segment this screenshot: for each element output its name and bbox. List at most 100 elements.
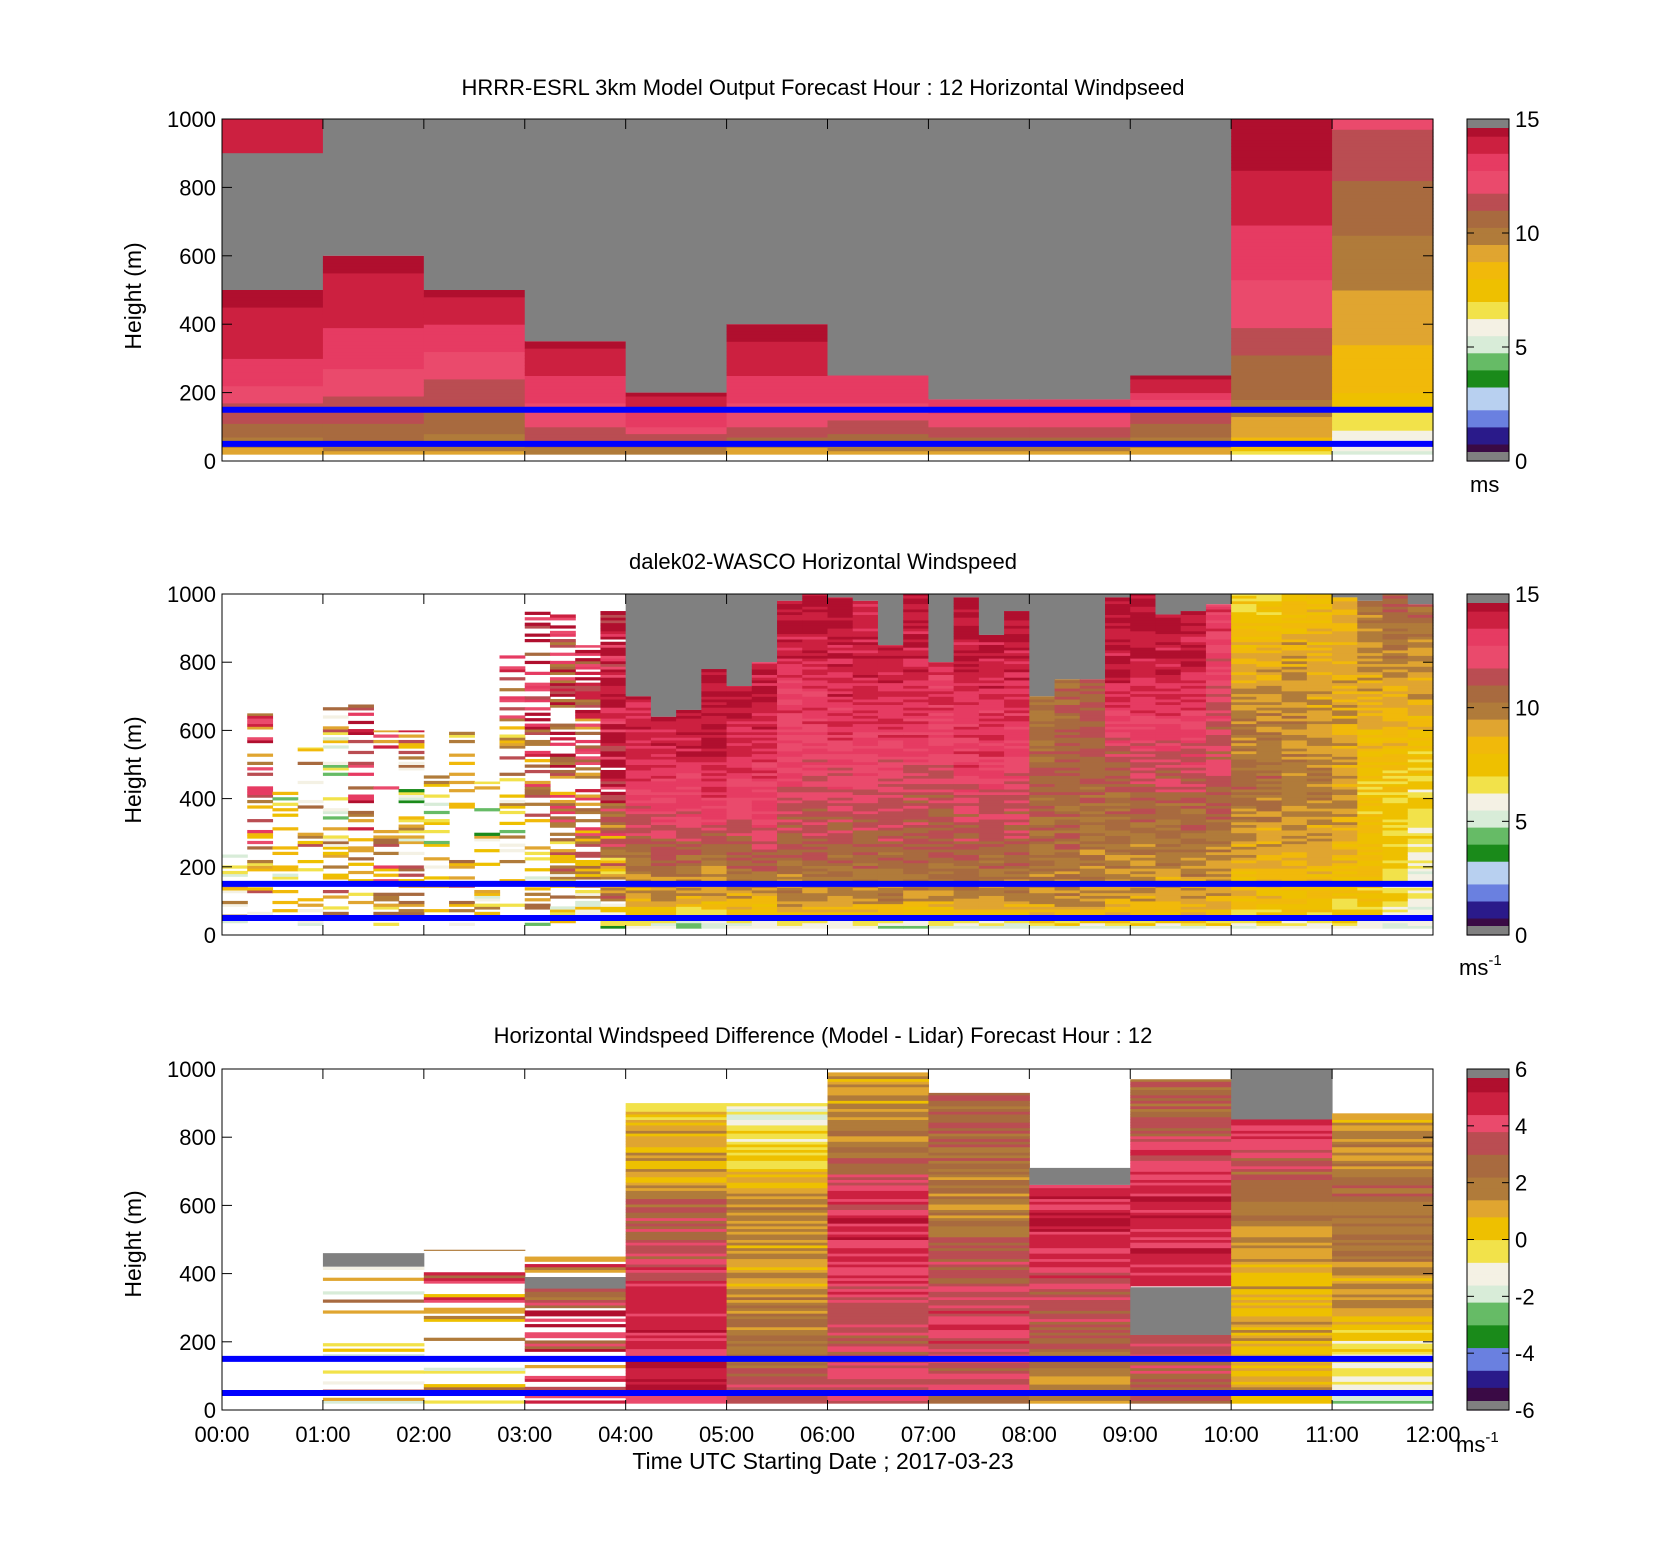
heatmap-cell	[802, 663, 829, 667]
heatmap-cell	[1332, 780, 1358, 785]
heatmap-cell	[1231, 835, 1257, 839]
heatmap-cell	[1205, 832, 1232, 836]
heatmap-cell	[549, 911, 576, 916]
heatmap-cell	[1357, 669, 1384, 673]
heatmap-cell	[1079, 857, 1106, 861]
heatmap-cell	[1231, 160, 1333, 164]
heatmap-cell	[524, 794, 551, 798]
heatmap-cell	[802, 636, 829, 640]
heatmap-cell	[348, 892, 374, 896]
heatmap-cell	[1004, 786, 1030, 790]
heatmap-cell	[726, 862, 753, 866]
heatmap-cell	[297, 909, 324, 913]
heatmap-cell	[1281, 827, 1308, 831]
heatmap-cell	[373, 786, 400, 790]
heatmap-cell	[1407, 797, 1434, 801]
heatmap-cell	[1231, 658, 1257, 662]
heatmap-cell	[1332, 895, 1358, 899]
heatmap-cell	[676, 723, 702, 727]
heatmap-cell	[423, 324, 526, 329]
heatmap-cell	[625, 846, 652, 850]
heatmap-cell	[1407, 775, 1434, 779]
heatmap-cell	[524, 1332, 627, 1336]
heatmap-cell	[903, 723, 930, 727]
heatmap-cell	[1231, 739, 1257, 744]
heatmap-cell	[625, 898, 652, 902]
heatmap-cell	[1357, 772, 1384, 776]
heatmap-cell	[449, 761, 475, 765]
heatmap-cell	[1205, 628, 1232, 632]
heatmap-cell	[423, 783, 450, 787]
heatmap-cell	[1205, 742, 1232, 746]
heatmap-cell	[852, 622, 879, 626]
heatmap-cell	[827, 707, 854, 711]
heatmap-cell	[1105, 887, 1131, 891]
heatmap-cell	[1231, 125, 1333, 130]
heatmap-cell	[600, 753, 627, 757]
heatmap-cell	[1105, 619, 1131, 624]
heatmap-cell	[322, 843, 349, 847]
heatmap-cell	[1205, 609, 1232, 613]
heatmap-cell	[600, 810, 627, 815]
heatmap-cell	[928, 423, 1030, 428]
heatmap-cell	[1407, 660, 1434, 665]
heatmap-cell	[1155, 709, 1182, 714]
heatmap-cell	[777, 603, 803, 607]
colorbar-segment	[1467, 438, 1509, 445]
heatmap-cell	[852, 666, 879, 670]
heatmap-cell	[575, 682, 602, 686]
heatmap-cell	[1357, 715, 1384, 719]
heatmap-cell	[1180, 639, 1207, 643]
heatmap-cell	[348, 879, 374, 883]
heatmap-cell	[802, 898, 829, 902]
heatmap-cell	[600, 622, 627, 626]
heatmap-cell	[1231, 187, 1333, 192]
heatmap-cell	[423, 450, 526, 455]
heatmap-cell	[1155, 925, 1182, 929]
heatmap-cell	[777, 895, 803, 899]
heatmap-cell	[827, 873, 854, 877]
heatmap-cell	[676, 829, 702, 834]
heatmap-cell	[1029, 447, 1131, 452]
heatmap-cell	[297, 832, 324, 836]
heatmap-cell	[600, 690, 627, 695]
heatmap-cell	[751, 780, 778, 785]
heatmap-cell	[676, 734, 702, 738]
heatmap-cell	[1382, 802, 1409, 806]
heatmap-cell	[1281, 696, 1308, 700]
heatmap-cell	[222, 372, 324, 376]
heatmap-cell	[1079, 802, 1106, 806]
colorbar-tick-label: 5	[1515, 809, 1527, 834]
missing-block	[625, 119, 728, 393]
heatmap-cell	[1231, 898, 1257, 902]
heatmap-cell	[1180, 723, 1207, 727]
heatmap-cell	[777, 633, 803, 637]
heatmap-cell	[625, 827, 652, 831]
heatmap-cell	[1180, 892, 1207, 896]
heatmap-cell	[524, 903, 551, 907]
heatmap-cell	[777, 778, 803, 782]
heatmap-cell	[953, 797, 980, 801]
heatmap-cell	[625, 416, 728, 421]
heatmap-cell	[1332, 898, 1358, 902]
heatmap-cell	[1105, 693, 1131, 697]
heatmap-cell	[1382, 625, 1409, 629]
heatmap-cell	[701, 759, 728, 763]
heatmap-cell	[549, 756, 576, 760]
heatmap-cell	[726, 824, 753, 828]
heatmap-cell	[222, 385, 324, 390]
missing-block	[524, 1277, 627, 1291]
heatmap-cell	[524, 887, 551, 891]
heatmap-cell	[1256, 603, 1283, 607]
heatmap-cell	[1105, 849, 1131, 853]
heatmap-cell	[953, 854, 980, 858]
heatmap-cell	[1231, 737, 1257, 741]
heatmap-cell	[1004, 849, 1030, 853]
heatmap-cell	[549, 701, 576, 705]
heatmap-cell	[1382, 813, 1409, 817]
heatmap-cell	[751, 712, 778, 716]
heatmap-cell	[549, 639, 576, 643]
heatmap-cell	[1332, 699, 1358, 703]
heatmap-cell	[1256, 658, 1283, 662]
heatmap-cell	[575, 712, 602, 716]
